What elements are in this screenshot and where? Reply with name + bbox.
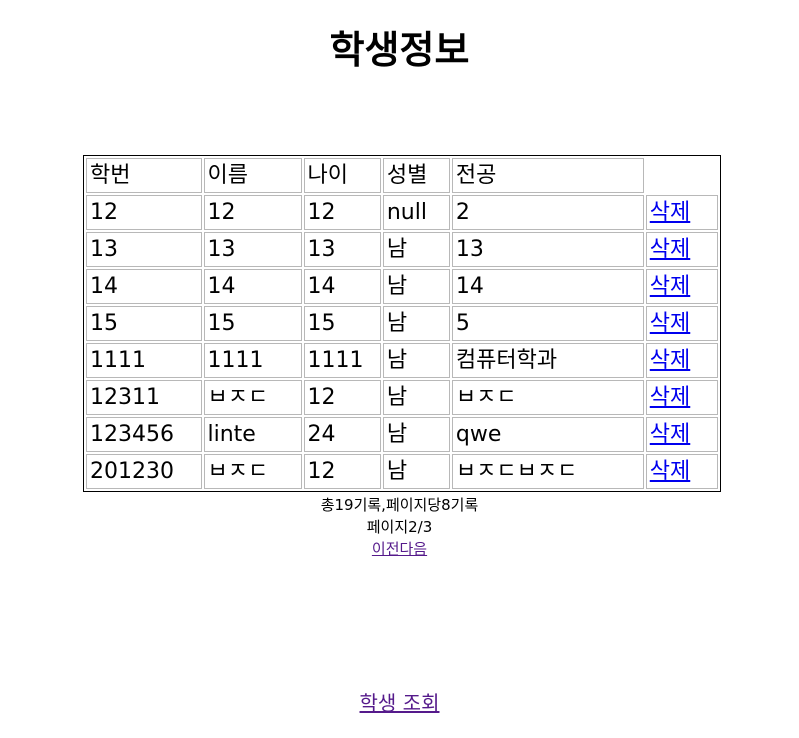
footer-nav: 학생 조회 <box>0 689 799 717</box>
cell-name: 14 <box>203 269 302 304</box>
cell-student-id: 14 <box>86 269 202 304</box>
delete-link[interactable]: 삭제 <box>649 200 691 225</box>
cell-gender: null <box>382 195 450 230</box>
cell-student-id: 12311 <box>86 380 202 415</box>
delete-link[interactable]: 삭제 <box>649 274 691 299</box>
cell-gender: 남 <box>382 454 450 489</box>
cell-student-id: 201230 <box>86 454 202 489</box>
delete-link[interactable]: 삭제 <box>649 311 691 336</box>
cell-name: 1111 <box>203 343 302 378</box>
table-row: 12311 ㅂㅈㄷ 12 남 ㅂㅈㄷ 삭제 <box>86 380 718 415</box>
cell-major: 13 <box>451 232 644 267</box>
cell-action: 삭제 <box>645 232 718 267</box>
table-row: 12 12 12 null 2 삭제 <box>86 195 718 230</box>
student-query-link[interactable]: 학생 조회 <box>359 691 440 715</box>
cell-action: 삭제 <box>645 195 718 230</box>
table-row: 201230 ㅂㅈㄷ 12 남 ㅂㅈㄷㅂㅈㄷ 삭제 <box>86 454 718 489</box>
cell-student-id: 15 <box>86 306 202 341</box>
cell-major: 2 <box>451 195 644 230</box>
cell-age: 1111 <box>303 343 381 378</box>
header-gender: 성별 <box>382 158 450 193</box>
cell-gender: 남 <box>382 306 450 341</box>
delete-link[interactable]: 삭제 <box>649 348 691 373</box>
header-student-id: 학번 <box>86 158 202 193</box>
delete-link[interactable]: 삭제 <box>649 422 691 447</box>
table-row: 1111 1111 1111 남 컴퓨터학과 삭제 <box>86 343 718 378</box>
pagination-nav: 이전다음 <box>0 538 799 560</box>
cell-age: 12 <box>303 195 381 230</box>
cell-name: 13 <box>203 232 302 267</box>
cell-gender: 남 <box>382 380 450 415</box>
next-page-link[interactable]: 다음 <box>399 540 428 558</box>
student-table: 학번 이름 나이 성별 전공 12 12 12 null 2 삭제 13 13 … <box>83 155 721 492</box>
cell-major: ㅂㅈㄷㅂㅈㄷ <box>451 454 644 489</box>
prev-page-link[interactable]: 이전 <box>371 540 400 558</box>
cell-gender: 남 <box>382 269 450 304</box>
header-name: 이름 <box>203 158 302 193</box>
page-indicator: 페이지2/3 <box>366 518 433 536</box>
cell-major: 5 <box>451 306 644 341</box>
header-major: 전공 <box>451 158 644 193</box>
cell-age: 12 <box>303 380 381 415</box>
header-age: 나이 <box>303 158 381 193</box>
cell-age: 12 <box>303 454 381 489</box>
delete-link[interactable]: 삭제 <box>649 459 691 484</box>
cell-action: 삭제 <box>645 306 718 341</box>
cell-major: 14 <box>451 269 644 304</box>
cell-name: ㅂㅈㄷ <box>203 380 302 415</box>
table-row: 123456 linte 24 남 qwe 삭제 <box>86 417 718 452</box>
cell-action: 삭제 <box>645 417 718 452</box>
cell-action: 삭제 <box>645 454 718 489</box>
cell-action: 삭제 <box>645 343 718 378</box>
cell-age: 13 <box>303 232 381 267</box>
cell-age: 14 <box>303 269 381 304</box>
delete-link[interactable]: 삭제 <box>649 385 691 410</box>
cell-name: 15 <box>203 306 302 341</box>
cell-major: ㅂㅈㄷ <box>451 380 644 415</box>
cell-age: 15 <box>303 306 381 341</box>
cell-age: 24 <box>303 417 381 452</box>
page-title: 학생정보 <box>329 28 470 72</box>
cell-gender: 남 <box>382 232 450 267</box>
cell-gender: 남 <box>382 343 450 378</box>
table-row: 14 14 14 남 14 삭제 <box>86 269 718 304</box>
cell-name: linte <box>203 417 302 452</box>
cell-major: qwe <box>451 417 644 452</box>
record-summary: 총19기록,페이지당8기록 <box>320 496 479 514</box>
cell-action: 삭제 <box>645 269 718 304</box>
table-header-row: 학번 이름 나이 성별 전공 <box>86 158 718 193</box>
cell-action: 삭제 <box>645 380 718 415</box>
table-row: 13 13 13 남 13 삭제 <box>86 232 718 267</box>
cell-major: 컴퓨터학과 <box>451 343 644 378</box>
cell-student-id: 1111 <box>86 343 202 378</box>
delete-link[interactable]: 삭제 <box>649 237 691 262</box>
cell-name: 12 <box>203 195 302 230</box>
cell-student-id: 123456 <box>86 417 202 452</box>
header-action <box>646 158 718 193</box>
table-row: 15 15 15 남 5 삭제 <box>86 306 718 341</box>
cell-student-id: 12 <box>86 195 202 230</box>
cell-student-id: 13 <box>86 232 202 267</box>
cell-gender: 남 <box>382 417 450 452</box>
cell-name: ㅂㅈㄷ <box>203 454 302 489</box>
